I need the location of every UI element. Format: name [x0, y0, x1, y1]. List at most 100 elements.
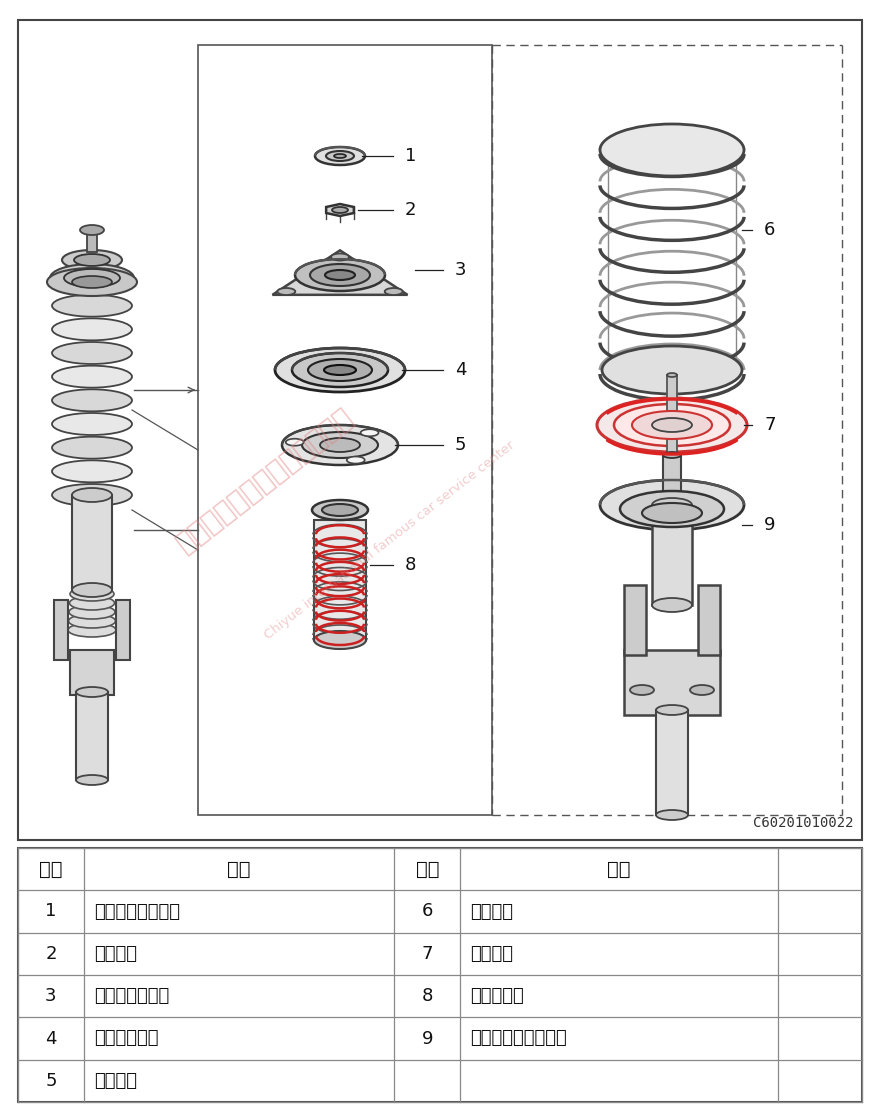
Ellipse shape: [47, 268, 137, 296]
Ellipse shape: [656, 810, 688, 820]
Ellipse shape: [332, 206, 348, 213]
Ellipse shape: [642, 503, 702, 523]
Text: 7: 7: [764, 416, 775, 434]
Bar: [624, 585, 646, 655]
Text: 5: 5: [455, 436, 466, 454]
Text: 左前减振器支柱总成: 左前减振器支柱总成: [470, 1029, 567, 1048]
Ellipse shape: [325, 270, 355, 280]
Text: 9: 9: [422, 1029, 433, 1048]
Ellipse shape: [76, 687, 108, 697]
Ellipse shape: [292, 353, 388, 387]
Ellipse shape: [656, 705, 688, 715]
Ellipse shape: [302, 432, 378, 458]
Text: 说明: 说明: [607, 859, 631, 879]
Ellipse shape: [52, 271, 132, 293]
Ellipse shape: [600, 124, 744, 176]
Ellipse shape: [52, 319, 132, 341]
Text: 8: 8: [405, 556, 416, 574]
Bar: [18, 848, 862, 1102]
Polygon shape: [326, 204, 354, 216]
Text: 9: 9: [764, 516, 775, 534]
Ellipse shape: [600, 480, 744, 529]
Ellipse shape: [286, 438, 304, 446]
Text: 上弹簧垫: 上弹簧垫: [94, 1072, 136, 1090]
Ellipse shape: [690, 685, 714, 695]
Ellipse shape: [52, 294, 132, 316]
Text: 6: 6: [764, 221, 775, 239]
Ellipse shape: [72, 488, 112, 502]
Ellipse shape: [597, 398, 747, 452]
Text: 项目: 项目: [415, 859, 439, 879]
Ellipse shape: [385, 287, 403, 295]
Text: 顶端连接板防尘盖: 顶端连接板防尘盖: [94, 902, 180, 920]
Bar: [656, 710, 688, 815]
Ellipse shape: [74, 254, 110, 266]
Text: 说明: 说明: [227, 859, 251, 879]
Text: 4: 4: [45, 1029, 56, 1048]
Polygon shape: [273, 251, 407, 295]
Ellipse shape: [80, 225, 104, 235]
Bar: [652, 505, 692, 605]
Bar: [87, 230, 97, 252]
Bar: [663, 455, 681, 495]
Ellipse shape: [652, 498, 692, 512]
Ellipse shape: [630, 685, 654, 695]
Ellipse shape: [334, 154, 346, 158]
Ellipse shape: [331, 253, 349, 261]
Ellipse shape: [652, 598, 692, 612]
Ellipse shape: [52, 461, 132, 483]
Text: 自锁螺母: 自锁螺母: [94, 945, 136, 962]
Ellipse shape: [72, 276, 112, 287]
Ellipse shape: [68, 623, 116, 637]
Text: 7: 7: [422, 945, 433, 962]
Text: 6: 6: [422, 902, 433, 920]
Ellipse shape: [64, 269, 120, 287]
Ellipse shape: [282, 425, 398, 465]
Ellipse shape: [667, 373, 677, 377]
Ellipse shape: [295, 259, 385, 291]
Bar: [116, 601, 130, 660]
Bar: [314, 519, 366, 640]
Ellipse shape: [326, 151, 354, 161]
Ellipse shape: [52, 342, 132, 364]
Bar: [76, 692, 108, 780]
Ellipse shape: [322, 504, 358, 516]
Text: 螓旋弹簧: 螓旋弹簧: [470, 902, 513, 920]
Ellipse shape: [602, 346, 742, 394]
Text: C60201010022: C60201010022: [753, 816, 854, 830]
Ellipse shape: [52, 484, 132, 506]
Text: Chiyue international famous car service center: Chiyue international famous car service …: [262, 438, 517, 642]
Bar: [18, 20, 862, 840]
Ellipse shape: [76, 775, 108, 785]
Text: 4: 4: [455, 361, 466, 379]
Ellipse shape: [275, 349, 405, 392]
Text: 1: 1: [45, 902, 56, 920]
Bar: [198, 46, 492, 815]
Ellipse shape: [70, 596, 114, 611]
Ellipse shape: [315, 147, 365, 165]
Ellipse shape: [70, 587, 114, 601]
Bar: [70, 650, 114, 695]
Text: 5: 5: [45, 1072, 56, 1090]
Ellipse shape: [52, 413, 132, 435]
Text: 下弹簧垫: 下弹簧垫: [470, 945, 513, 962]
Ellipse shape: [310, 264, 370, 286]
Ellipse shape: [614, 404, 730, 446]
Ellipse shape: [308, 359, 372, 381]
Text: 1: 1: [405, 147, 416, 165]
Ellipse shape: [361, 430, 378, 436]
Ellipse shape: [50, 264, 134, 292]
Text: 3: 3: [455, 261, 466, 279]
Bar: [54, 601, 68, 660]
Text: 项目: 项目: [40, 859, 62, 879]
Ellipse shape: [52, 365, 132, 387]
Ellipse shape: [652, 418, 692, 432]
Bar: [72, 495, 112, 591]
Ellipse shape: [314, 630, 366, 649]
Bar: [667, 375, 677, 455]
Text: 驰跃国际著名汽车服务中心．: 驰跃国际著名汽车服务中心．: [172, 403, 359, 557]
Ellipse shape: [72, 583, 112, 597]
Ellipse shape: [69, 605, 115, 619]
Ellipse shape: [620, 491, 724, 527]
Bar: [624, 650, 720, 715]
